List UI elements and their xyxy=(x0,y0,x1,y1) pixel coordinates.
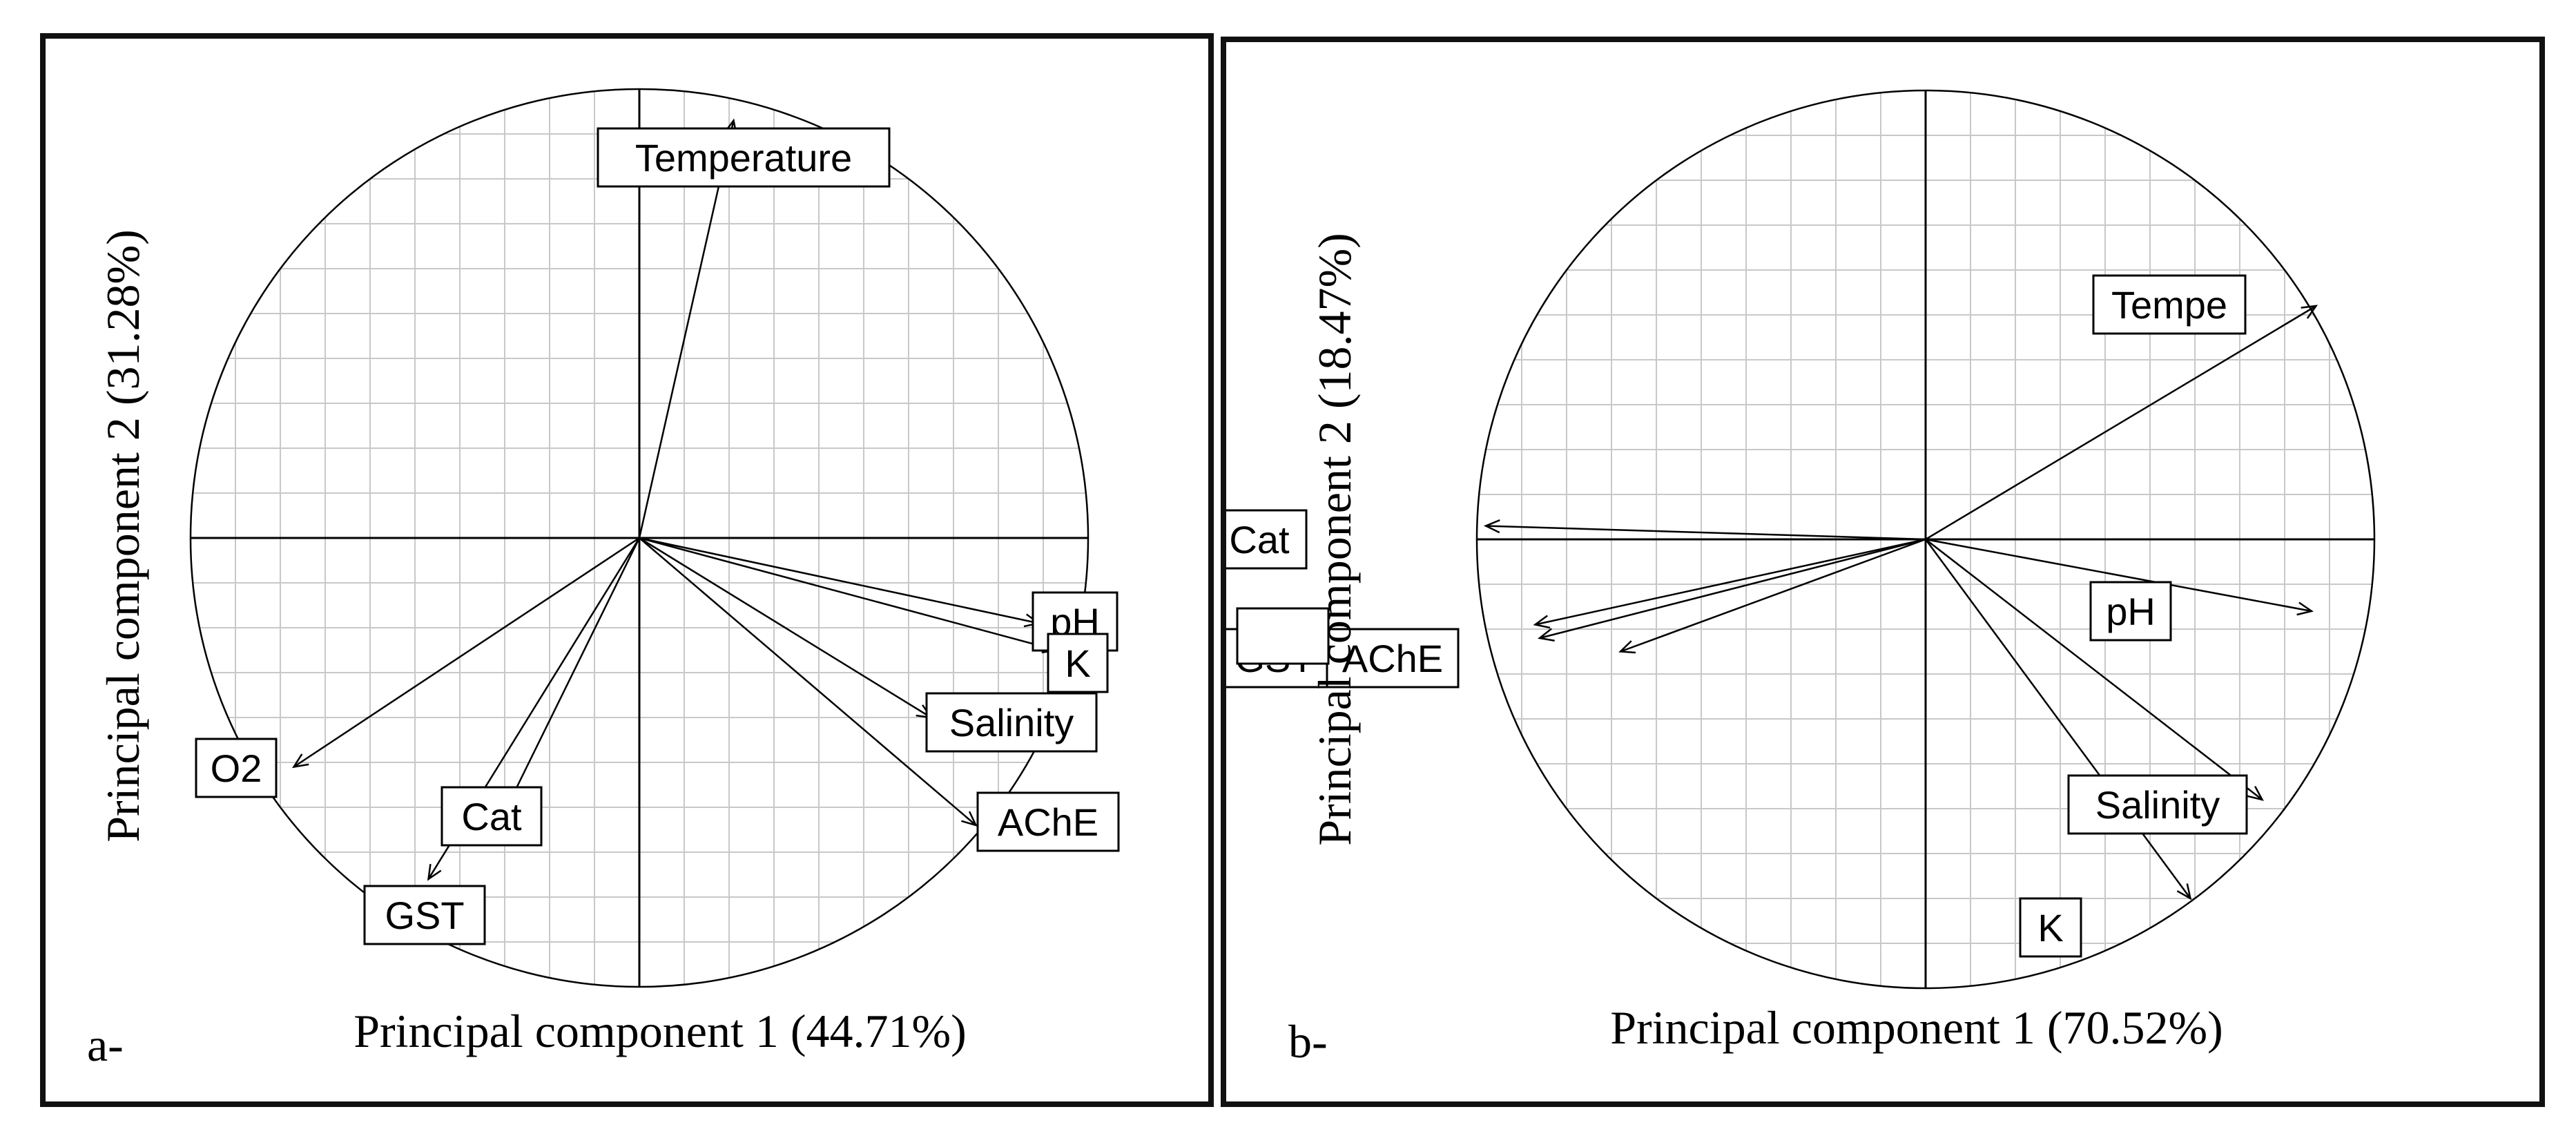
panel-a: Temperature pH K Salinity AChE O2 Cat GST Princi… xyxy=(40,33,1214,1107)
arrow-head xyxy=(1533,615,1551,629)
variable-label-box xyxy=(1236,607,1330,665)
variable-label-box xyxy=(195,738,278,798)
loading-arrow xyxy=(1925,305,2317,541)
arrow-head xyxy=(2247,786,2264,801)
variable-label: AChE xyxy=(1342,637,1443,680)
arrow-head xyxy=(2176,883,2192,901)
arrow-head xyxy=(427,864,442,881)
loading-arrow xyxy=(639,537,977,826)
x-axis-title: Principal component 1 (44.71%) xyxy=(354,1005,967,1057)
y-axis-title: Principal component 2 (18.47%) xyxy=(1308,233,1361,846)
y-axis-title: Principal component 2 (31.28%) xyxy=(97,229,149,843)
arrow-head xyxy=(1538,628,1555,642)
loading-arrow xyxy=(638,120,735,539)
chart-a: TemperaturepHKSalinityAChEO2CatGSTPrinci… xyxy=(87,88,1120,1071)
variable-label-box xyxy=(976,791,1120,852)
arrow-head xyxy=(961,811,978,827)
loading-arrow xyxy=(293,537,640,768)
variable-label: Temperature xyxy=(635,136,852,180)
loading-arrow xyxy=(639,537,932,719)
loading-arrow xyxy=(1539,538,1926,639)
arrow-head xyxy=(1483,519,1500,534)
variable-label-box xyxy=(2019,897,2082,958)
chart-b: TempeCatpHSalinityKGSTAChEPrincipal comp… xyxy=(1226,89,2376,1068)
loading-arrow xyxy=(639,537,1057,651)
variable-label: pH xyxy=(2106,590,2156,633)
variable-label: O2 xyxy=(211,747,262,790)
variable-label-box xyxy=(597,127,891,188)
loading-arrow xyxy=(1620,538,1926,653)
variable-label: GST xyxy=(385,894,464,937)
variable-label: Salinity xyxy=(2095,783,2220,827)
variable-label-box xyxy=(1047,633,1109,693)
loading-arrow xyxy=(1485,525,1926,541)
variable-label-box xyxy=(1226,509,1308,570)
loading-arrow xyxy=(503,537,641,813)
panel-label: a- xyxy=(87,1019,124,1071)
variable-label-box xyxy=(363,885,486,945)
panel-b: TempeCatpHSalinityKGSTAChEPrincipal comp… xyxy=(1221,37,2545,1107)
panel-label: b- xyxy=(1288,1015,1328,1068)
loading-arrow xyxy=(1924,539,2191,899)
arrow-head xyxy=(2296,601,2314,616)
x-axis-title: Principal component 1 (70.52%) xyxy=(1610,1001,2223,1054)
variable-label-box xyxy=(2089,581,2172,642)
variable-label: K xyxy=(1065,642,1090,685)
variable-label: K xyxy=(2037,906,2063,950)
variable-label: AChE xyxy=(998,800,1098,844)
correlation-circle xyxy=(1475,89,2376,990)
arrow-head xyxy=(2301,305,2318,319)
arrow-head xyxy=(291,753,309,769)
variable-label-box xyxy=(925,692,1098,753)
variable-label-box xyxy=(2067,774,2248,835)
variable-label: Cat xyxy=(1229,518,1290,561)
variable-label-box xyxy=(2092,274,2247,335)
correlation-circle xyxy=(189,88,1090,988)
loading-arrow xyxy=(639,537,1039,624)
variable-label-box xyxy=(440,786,543,847)
variable-label: Salinity xyxy=(949,701,1074,744)
loading-arrow xyxy=(1925,538,2312,613)
variable-label: Tempe xyxy=(2111,283,2227,327)
arrow-head xyxy=(1618,640,1636,654)
loading-arrow xyxy=(1925,539,2263,800)
loading-arrow xyxy=(1535,538,1926,626)
variable-label: Cat xyxy=(461,795,522,838)
